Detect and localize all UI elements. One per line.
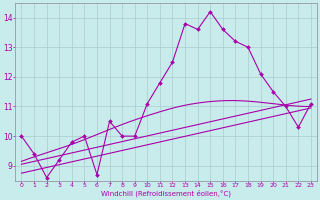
- X-axis label: Windchill (Refroidissement éolien,°C): Windchill (Refroidissement éolien,°C): [101, 190, 231, 197]
